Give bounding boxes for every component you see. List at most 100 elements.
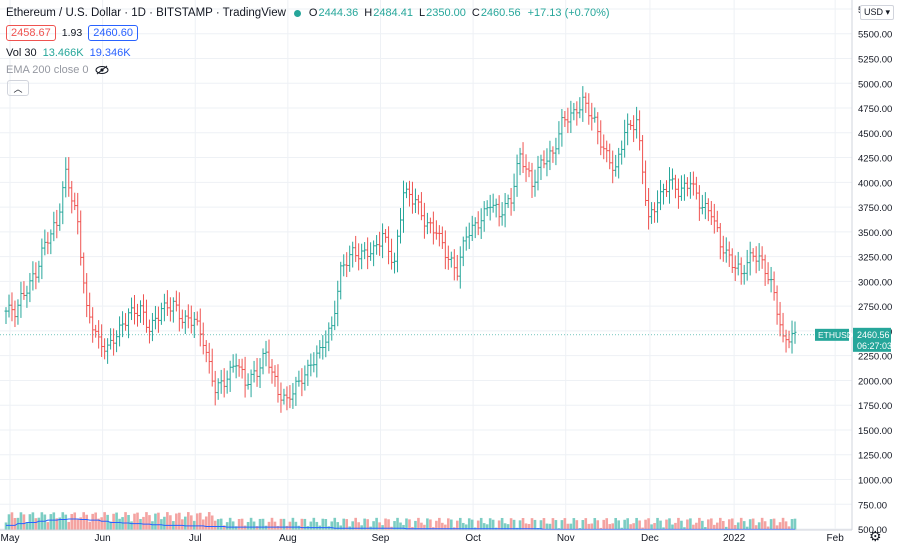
volume-bar [435, 520, 438, 530]
ema-legend[interactable]: EMA 200 close 0 [6, 64, 109, 76]
volume-bar [665, 519, 668, 530]
ohlc-bar [662, 183, 666, 205]
x-tick-label: Jul [189, 533, 202, 544]
ohlc-bar [147, 319, 151, 344]
ohlc-bar [748, 241, 752, 276]
ohlc-bar [670, 168, 674, 190]
volume-bar [46, 522, 50, 530]
volume-bar [213, 520, 217, 530]
volume-bar [554, 520, 558, 530]
volume-bar [548, 523, 552, 530]
volume-bar [112, 513, 115, 530]
ohlc-bar [524, 154, 528, 182]
ohlc-bar [566, 107, 570, 134]
ohlc-bar [4, 307, 8, 324]
ohlc-bar [605, 140, 609, 163]
ohlc-bar [141, 294, 145, 326]
volume-bar [641, 527, 644, 530]
volume-bar [360, 525, 363, 530]
spread-value: 1.93 [61, 27, 83, 39]
ohlc-bar [324, 330, 328, 358]
currency-button[interactable]: USD ▾ [860, 5, 895, 20]
ohlc-bar [730, 248, 734, 273]
ohlc-bar [422, 202, 426, 239]
volume-bar [769, 519, 773, 530]
ohlc-bar [273, 365, 277, 387]
volume-bar [189, 515, 193, 530]
ohlc-bar [267, 339, 271, 374]
ohlc-bar [61, 181, 65, 225]
volume-legend[interactable]: Vol 30 13.466K 19.346K [6, 47, 131, 59]
ohlc-bar [124, 313, 128, 331]
volume-bar [408, 519, 411, 530]
volume-bar [763, 521, 767, 530]
volume-bar [426, 518, 429, 530]
y-tick-label: 3500.00 [858, 228, 892, 239]
ohlc-bar [506, 194, 510, 209]
ohlc-bar [195, 311, 199, 326]
ohlc-bar [673, 174, 677, 199]
volume-bar [420, 522, 423, 530]
ohlc-bar [497, 195, 501, 227]
eye-off-icon[interactable] [95, 65, 109, 75]
ohlc-bar [563, 110, 567, 127]
ohlc-bar [225, 370, 229, 394]
gear-icon[interactable]: ⚙ [869, 528, 882, 544]
ohlc-bar [700, 194, 704, 215]
ohlc-bar [136, 303, 140, 327]
volume-bar [73, 512, 77, 530]
ohlc-bar [321, 335, 325, 360]
volume-bar [692, 524, 695, 530]
ohlc-bar [10, 292, 14, 322]
volume-bar [727, 519, 731, 530]
collapse-legend-button[interactable]: ︿ [7, 80, 29, 96]
volume-bar [787, 526, 791, 530]
volume-bar [680, 520, 683, 530]
ohlc-bar [491, 193, 495, 213]
buy-price-button[interactable]: 2460.60 [88, 25, 138, 41]
volume-bar [246, 521, 250, 530]
ohlc-bar [557, 121, 561, 155]
ohlc-bar [691, 171, 695, 196]
volume-bar [336, 522, 340, 530]
ohlc-bar [542, 150, 546, 169]
volume-bar [506, 524, 510, 530]
ohlc-bar [685, 177, 689, 197]
ohlc-bar [285, 386, 289, 411]
ohlc-bar [249, 369, 253, 398]
ohlc-bar [560, 109, 564, 147]
ohlc-bar [264, 340, 268, 367]
ohlc-bar [446, 245, 450, 270]
volume-bar [417, 517, 420, 530]
volume-bar [429, 519, 432, 530]
volume-bar [482, 523, 486, 530]
ohlc-bar [213, 370, 217, 406]
ohlc-bar [327, 322, 331, 352]
volume-bar [255, 526, 259, 530]
ohlc-bar [647, 188, 651, 230]
ohlc-bar [118, 316, 122, 347]
ohlc-bar [130, 297, 134, 321]
volume-bar [461, 522, 465, 530]
volume-bar [760, 517, 764, 530]
volume-bar [157, 512, 160, 530]
volume-bar [285, 525, 289, 530]
ohlc-bar [632, 115, 636, 143]
volume-bar [85, 514, 88, 530]
symbol-title[interactable]: Ethereum / U.S. Dollar · 1D · BITSTAMP ·… [6, 7, 286, 19]
sell-price-button[interactable]: 2458.67 [6, 25, 56, 41]
volume-bar [381, 525, 384, 530]
ohlc-bar [189, 305, 193, 334]
x-tick-label: Nov [557, 533, 575, 544]
volume-bar [378, 522, 381, 530]
volume-bar [82, 512, 86, 530]
volume-bar [198, 512, 202, 530]
volume-bar [668, 518, 671, 530]
volume-bar [387, 519, 390, 530]
ohlc-bar [58, 203, 62, 231]
ohlc-bar [378, 231, 382, 256]
y-tick-label: 750.00 [858, 500, 887, 511]
ohlc-values: O2444.36 H2484.41 L2350.00 C2460.56 +17.… [308, 7, 610, 19]
